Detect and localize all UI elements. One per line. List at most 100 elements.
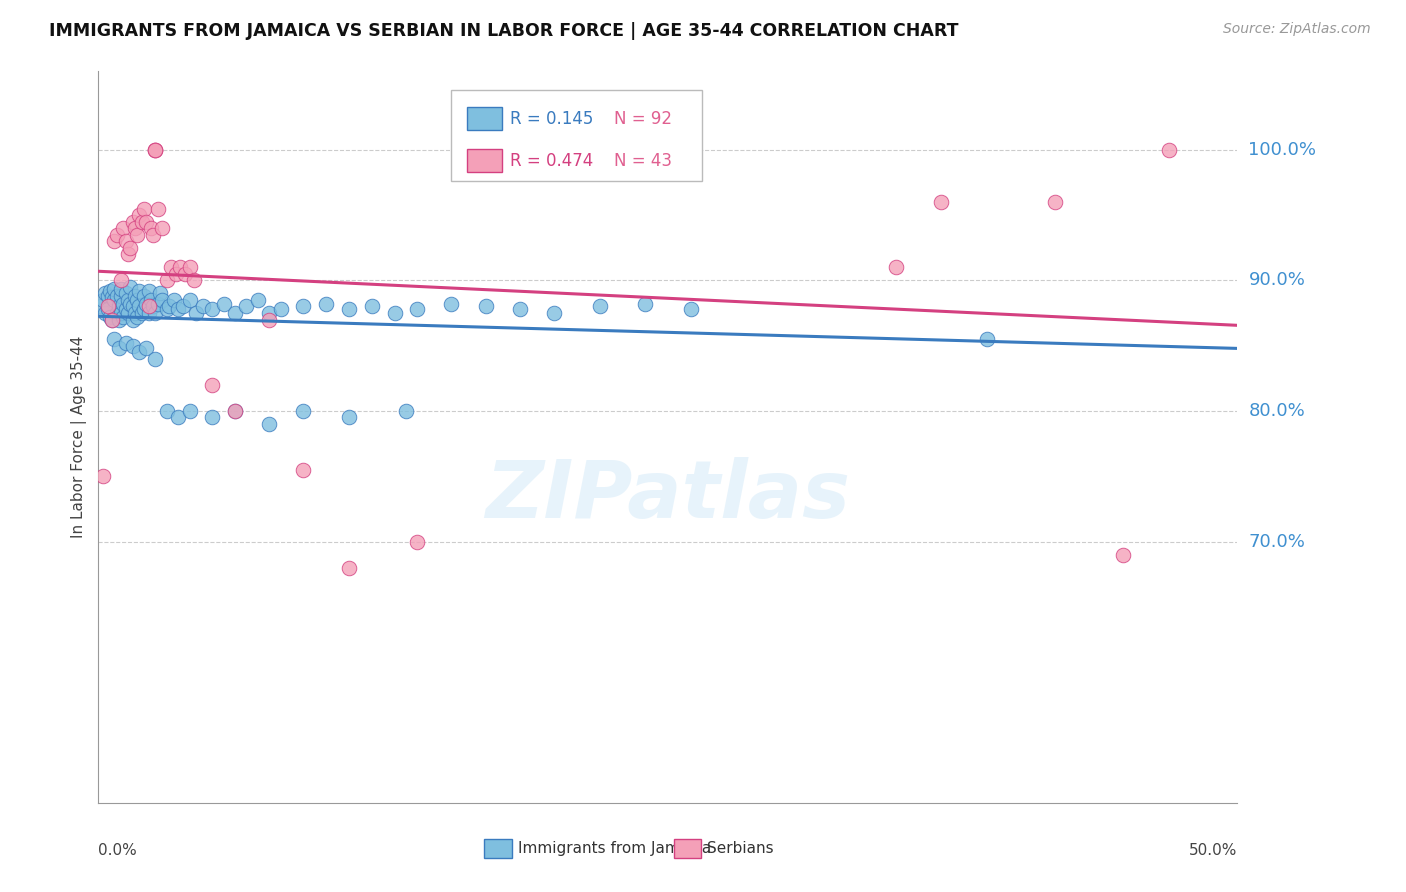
Point [121,214,143,228]
Point [120,297,142,311]
Point [96,301,118,317]
Point [94,286,117,301]
Point [169,260,191,275]
Point [128,345,150,359]
Point [179,404,201,418]
Text: 90.0%: 90.0% [1249,271,1305,289]
Point [145,143,167,157]
Point [146,202,169,216]
Point [395,404,418,418]
Point [98,284,121,298]
Point [1043,194,1066,209]
FancyBboxPatch shape [673,838,700,858]
Point [103,332,125,346]
Point [474,300,496,314]
Text: Source: ZipAtlas.com: Source: ZipAtlas.com [1223,22,1371,37]
Point [292,463,315,477]
Point [135,341,157,355]
Point [110,306,132,320]
Point [112,221,135,235]
Point [201,410,224,425]
Text: 100.0%: 100.0% [1249,141,1316,159]
Point [110,283,132,297]
Point [179,260,201,275]
Point [96,289,118,303]
Point [160,260,183,275]
Y-axis label: In Labor Force | Age 35-44: In Labor Force | Age 35-44 [72,336,87,538]
Point [259,312,281,326]
Point [174,267,197,281]
Point [128,300,150,314]
Point [337,301,360,317]
Point [156,273,179,287]
Point [114,301,136,317]
Point [138,284,160,298]
Point [149,286,172,301]
Point [165,267,187,281]
Point [94,306,117,320]
Point [114,234,136,248]
Point [167,301,190,317]
Text: 50.0%: 50.0% [1189,843,1237,858]
Text: N = 43: N = 43 [614,152,672,169]
Point [167,410,190,425]
Point [157,300,180,314]
Point [127,227,149,242]
Point [509,301,531,317]
Point [142,227,165,242]
Point [150,221,173,235]
Point [139,293,162,307]
Point [101,312,124,326]
Point [224,306,246,320]
Point [114,286,136,301]
Text: N = 92: N = 92 [614,110,672,128]
Point [406,301,429,317]
Point [110,273,132,287]
Point [132,289,155,303]
Point [162,293,184,307]
Point [146,297,169,311]
Point [117,293,139,307]
Point [138,306,160,320]
Point [172,300,194,314]
Point [193,300,215,314]
Point [135,297,157,311]
Point [98,310,121,324]
Point [112,297,135,311]
Point [132,202,155,216]
Point [108,341,131,355]
Point [120,280,142,294]
Point [201,301,224,317]
Point [588,300,610,314]
Point [634,297,657,311]
Point [156,404,179,418]
Point [101,290,124,304]
Point [128,284,150,298]
FancyBboxPatch shape [451,90,702,181]
Point [103,283,125,297]
Point [384,306,406,320]
FancyBboxPatch shape [467,149,502,172]
Point [270,301,292,317]
Point [201,377,224,392]
Point [124,289,146,303]
FancyBboxPatch shape [467,107,502,130]
Text: 80.0%: 80.0% [1249,402,1305,420]
Point [186,306,208,320]
Point [90,300,112,314]
Point [179,293,201,307]
Point [337,410,360,425]
Point [127,310,149,324]
Point [103,234,125,248]
Text: Serbians: Serbians [707,840,773,855]
Text: R = 0.474: R = 0.474 [509,152,593,169]
Point [259,417,281,431]
Point [440,297,463,311]
Point [929,194,952,209]
Point [292,300,315,314]
Point [121,312,143,326]
Point [91,293,114,307]
Point [135,214,157,228]
Point [103,293,125,307]
Point [128,208,150,222]
